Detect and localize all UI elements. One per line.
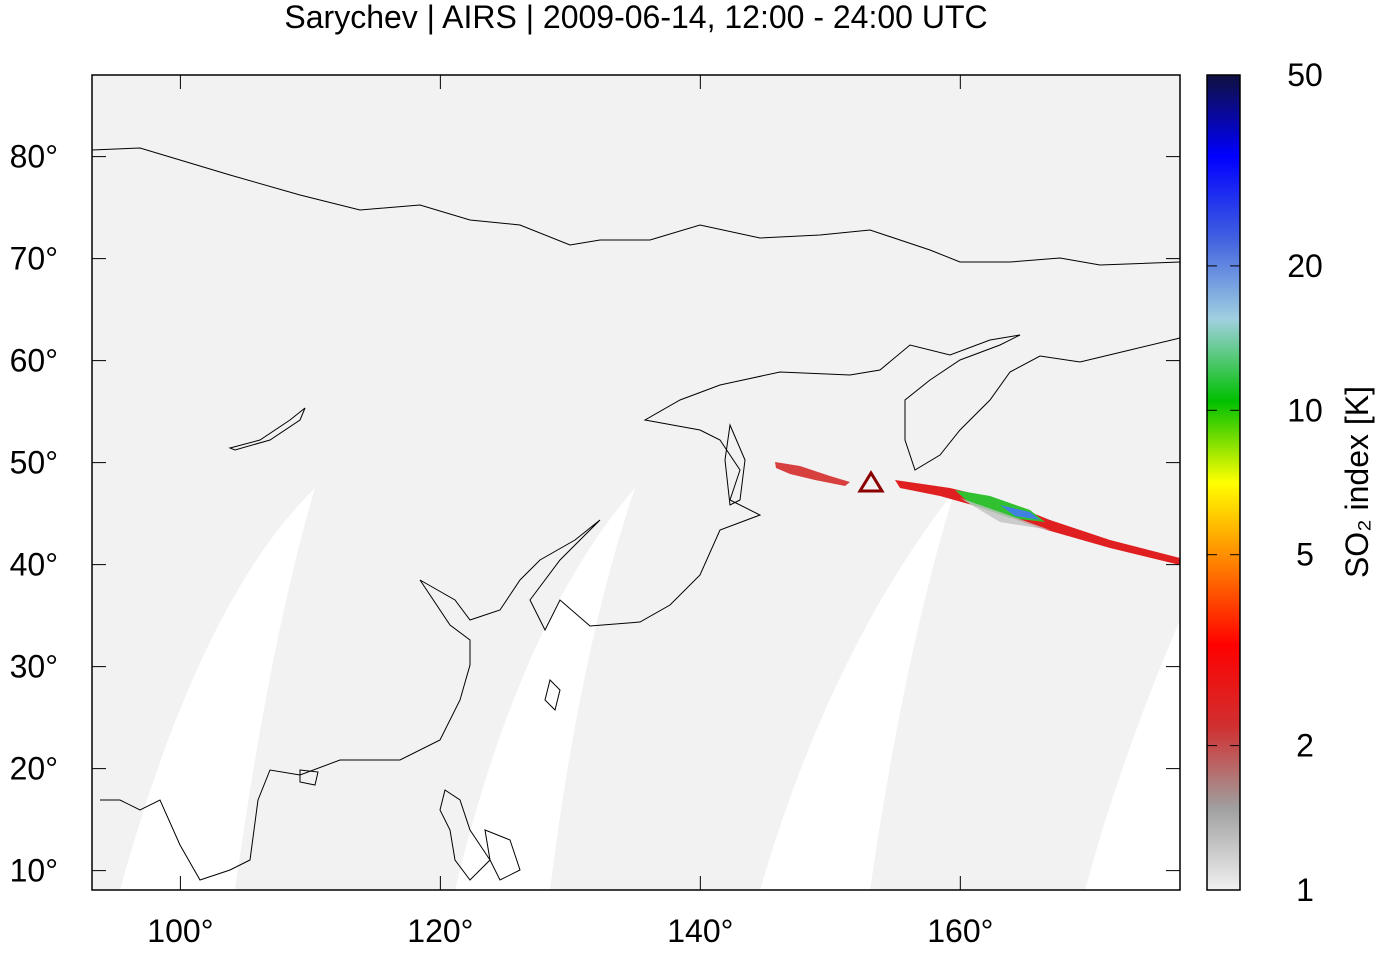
x-tick-label: 100° xyxy=(147,913,213,949)
volcano-marker xyxy=(857,470,885,493)
so2-plume xyxy=(775,462,1180,565)
y-tick-label: 70° xyxy=(10,241,58,277)
y-tick-label: 30° xyxy=(10,649,58,685)
coastline xyxy=(100,334,1181,881)
x-tick-label: 140° xyxy=(667,913,733,949)
y-tick-label: 20° xyxy=(10,751,58,787)
x-tick-label: 160° xyxy=(927,913,993,949)
colorbar-tick-label: 20 xyxy=(1287,248,1323,284)
colorbar-tick-label: 50 xyxy=(1287,57,1323,93)
colorbar-label: SO₂ index [K] xyxy=(1339,386,1375,578)
swath-gap xyxy=(760,490,955,890)
swath-gaps xyxy=(120,488,1180,890)
island xyxy=(484,829,521,881)
map-background xyxy=(92,75,1180,890)
plume xyxy=(1000,505,1040,520)
colorbar-tick-label: 10 xyxy=(1287,392,1323,428)
coastline xyxy=(724,423,746,506)
plot-frame xyxy=(91,74,1181,891)
island xyxy=(544,679,561,711)
chart-title: Sarychev | AIRS | 2009-06-14, 12:00 - 24… xyxy=(284,0,987,35)
x-tick-label: 120° xyxy=(407,913,473,949)
plume xyxy=(775,462,850,486)
colorbar xyxy=(1206,74,1241,891)
swath-gap xyxy=(455,488,635,890)
y-tick-label: 60° xyxy=(10,343,58,379)
lake xyxy=(228,407,306,451)
swath-gap xyxy=(120,488,315,890)
colorbar-tick-label: 2 xyxy=(1296,728,1314,764)
island xyxy=(439,789,491,881)
island xyxy=(299,769,319,786)
y-tick-label: 80° xyxy=(10,139,58,175)
coastlines xyxy=(91,147,1181,881)
plume xyxy=(960,498,1050,530)
swath-gap xyxy=(1085,620,1180,890)
colorbar-tick-label: 1 xyxy=(1296,872,1314,908)
y-tick-label: 40° xyxy=(10,547,58,583)
y-tick-label: 10° xyxy=(10,853,58,889)
colorbar-tick-label: 5 xyxy=(1296,537,1314,573)
coastline xyxy=(91,147,1181,266)
y-tick-label: 50° xyxy=(10,445,58,481)
